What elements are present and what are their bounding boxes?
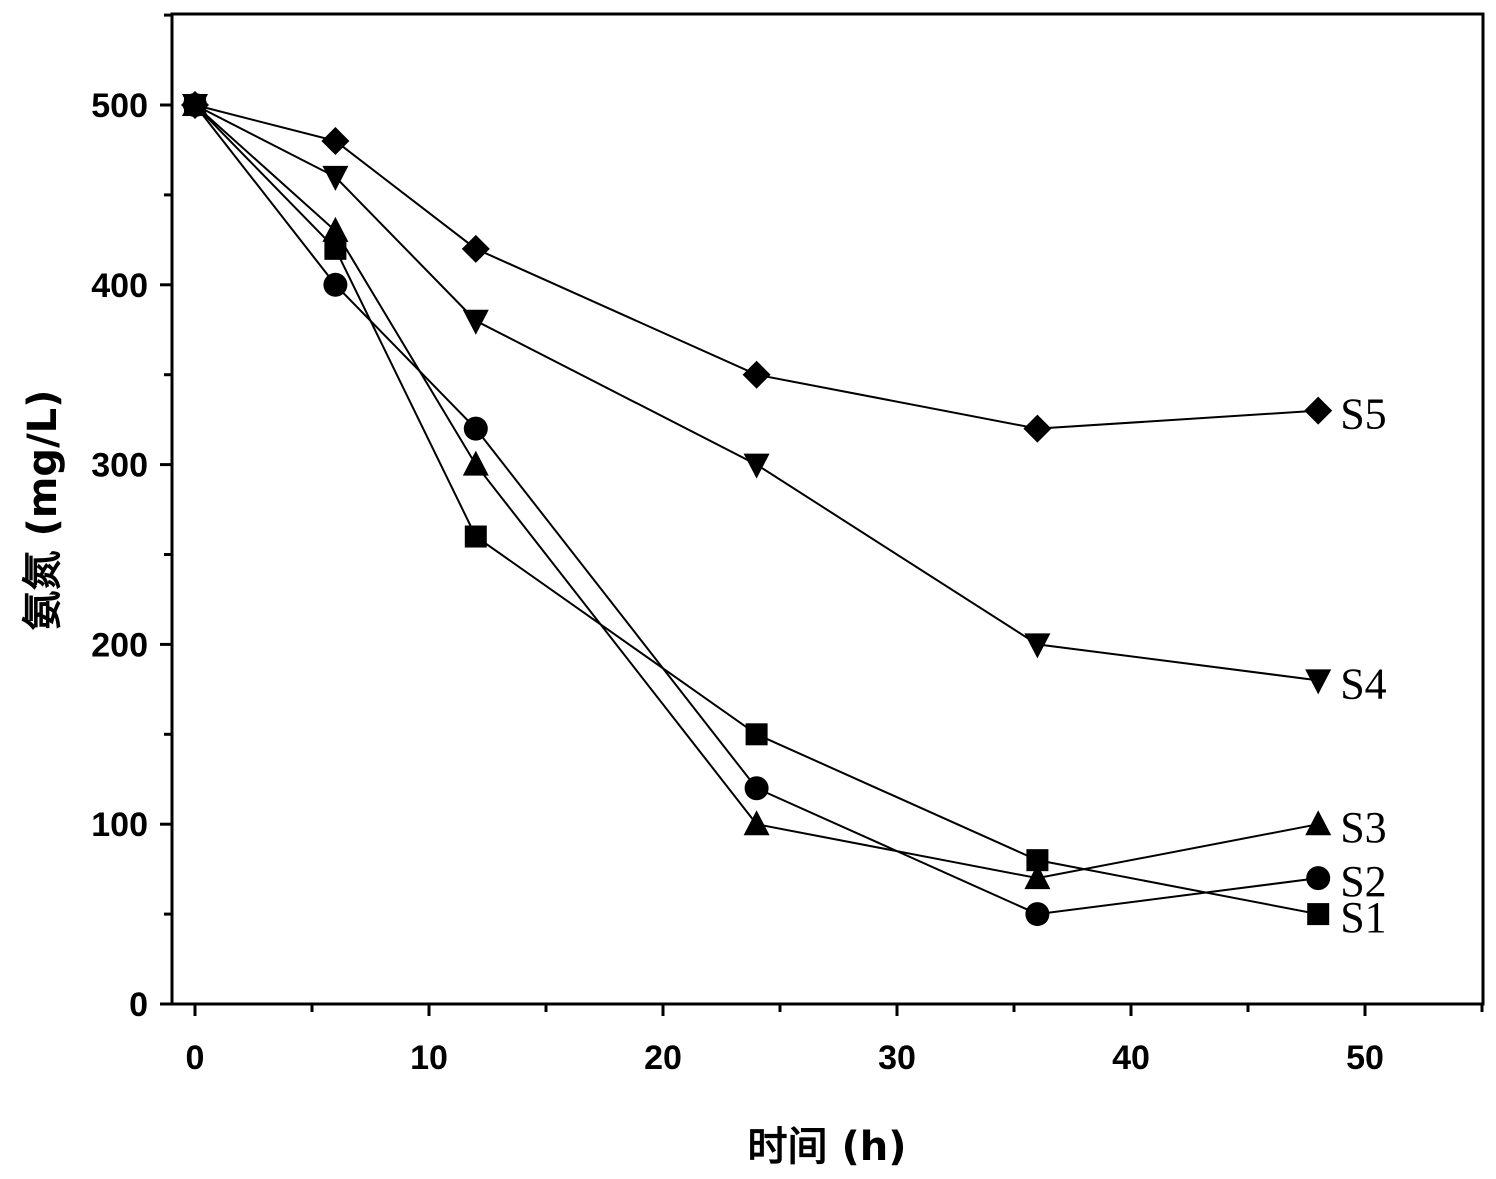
data-point [1304,396,1333,425]
data-point [464,525,487,548]
series-label: S2 [1340,857,1386,906]
data-point [1025,902,1050,927]
data-point [323,272,348,297]
data-point [1305,810,1332,836]
y-tick-label: 300 [91,447,148,485]
data-point [462,450,489,476]
data-point [321,126,350,155]
y-tick-label: 200 [91,626,148,664]
x-tick-label: 40 [1112,1039,1150,1077]
data-point [745,723,768,746]
data-point [743,453,770,479]
data-point [1306,866,1331,891]
x-axis-title: 时间 (h) [748,1124,907,1170]
data-point [322,165,349,191]
data-point [463,416,488,441]
series-line [194,104,1319,682]
series-label: S4 [1340,659,1386,708]
series-label: S3 [1340,803,1386,852]
series-line [194,104,1319,430]
series-line [194,104,1319,916]
x-tick-label: 50 [1346,1039,1384,1077]
data-point [181,91,209,119]
series-s3: S3 [182,91,1387,890]
y-axis-title: 氨氮 (mg/L) [20,390,66,631]
y-tick-label: 0 [129,986,148,1024]
data-point [1024,864,1051,890]
x-tick-label: 20 [644,1039,682,1077]
x-tick-label: 0 [186,1039,205,1077]
data-point [322,216,349,242]
y-tick-label: 100 [91,806,148,844]
data-point [1307,903,1330,926]
data-point [1024,633,1051,659]
x-tick-label: 10 [410,1039,448,1077]
data-point [461,234,490,263]
data-point [1305,669,1332,695]
data-point [743,810,770,836]
series-line [194,104,1319,880]
y-tick-label: 500 [91,87,148,125]
series-label: S5 [1340,390,1386,439]
series-s5: S5 [181,91,1387,443]
data-point [462,309,489,335]
series-label: S1 [1340,893,1386,942]
data-point [1026,849,1049,872]
data-point [744,776,769,801]
data-point [1023,414,1052,443]
data-point [742,360,771,389]
x-tick-label: 30 [878,1039,916,1077]
y-tick-label: 400 [91,267,148,305]
data-point [324,237,347,260]
axis-ticks [160,13,1484,1016]
